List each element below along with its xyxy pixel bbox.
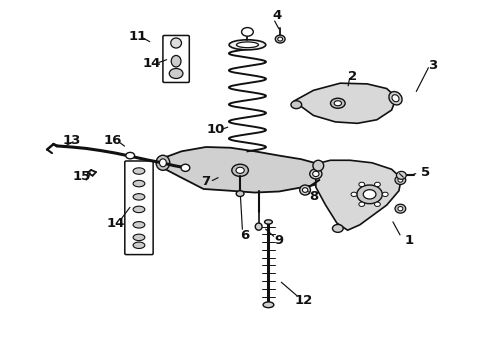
- Circle shape: [359, 182, 365, 186]
- Text: 8: 8: [309, 190, 318, 203]
- Circle shape: [382, 192, 388, 197]
- Ellipse shape: [396, 171, 406, 179]
- Circle shape: [242, 28, 253, 36]
- Ellipse shape: [255, 223, 262, 230]
- Polygon shape: [316, 160, 401, 230]
- Ellipse shape: [133, 222, 145, 228]
- Ellipse shape: [302, 188, 308, 192]
- Ellipse shape: [332, 225, 343, 232]
- Ellipse shape: [357, 185, 382, 204]
- Ellipse shape: [156, 155, 170, 170]
- Ellipse shape: [229, 40, 266, 50]
- Text: 11: 11: [128, 30, 147, 43]
- Text: 15: 15: [72, 170, 91, 183]
- Ellipse shape: [313, 160, 324, 171]
- Ellipse shape: [133, 242, 145, 248]
- Ellipse shape: [263, 302, 274, 308]
- Text: 9: 9: [274, 234, 284, 247]
- Text: 13: 13: [62, 134, 81, 147]
- Ellipse shape: [236, 191, 244, 197]
- Polygon shape: [162, 147, 333, 193]
- Text: 6: 6: [241, 229, 249, 242]
- Ellipse shape: [171, 55, 181, 67]
- Ellipse shape: [363, 190, 376, 199]
- Ellipse shape: [171, 38, 181, 48]
- Text: 4: 4: [272, 9, 281, 22]
- Ellipse shape: [181, 164, 190, 171]
- Ellipse shape: [313, 171, 319, 177]
- Ellipse shape: [133, 206, 145, 213]
- Ellipse shape: [232, 164, 248, 176]
- Ellipse shape: [236, 167, 245, 174]
- Ellipse shape: [300, 185, 311, 195]
- Circle shape: [359, 202, 365, 206]
- Ellipse shape: [278, 37, 283, 41]
- Text: 1: 1: [404, 234, 413, 247]
- Text: 2: 2: [348, 69, 357, 82]
- Circle shape: [169, 68, 183, 78]
- Ellipse shape: [275, 35, 285, 43]
- Text: 16: 16: [104, 134, 122, 147]
- Ellipse shape: [395, 204, 406, 213]
- Ellipse shape: [237, 42, 258, 48]
- Ellipse shape: [389, 91, 402, 105]
- Ellipse shape: [133, 180, 145, 187]
- Ellipse shape: [126, 152, 135, 159]
- Text: 7: 7: [201, 175, 211, 188]
- Ellipse shape: [398, 178, 403, 182]
- Ellipse shape: [334, 101, 342, 106]
- Ellipse shape: [392, 95, 399, 102]
- Ellipse shape: [291, 101, 302, 109]
- Ellipse shape: [331, 98, 345, 108]
- Text: 10: 10: [206, 123, 225, 136]
- Ellipse shape: [133, 194, 145, 200]
- Text: 12: 12: [294, 294, 313, 307]
- Ellipse shape: [133, 234, 145, 240]
- Text: 14: 14: [143, 57, 161, 70]
- Circle shape: [374, 202, 380, 206]
- Circle shape: [351, 192, 357, 197]
- Text: 3: 3: [428, 59, 438, 72]
- Ellipse shape: [265, 220, 272, 224]
- Ellipse shape: [133, 168, 145, 174]
- Ellipse shape: [310, 169, 322, 179]
- Text: 14: 14: [106, 216, 125, 230]
- FancyBboxPatch shape: [125, 161, 153, 255]
- Ellipse shape: [395, 176, 406, 184]
- Text: 5: 5: [421, 166, 430, 179]
- Polygon shape: [294, 83, 396, 123]
- Circle shape: [374, 182, 380, 186]
- Ellipse shape: [398, 207, 403, 211]
- Ellipse shape: [159, 159, 166, 167]
- FancyBboxPatch shape: [163, 36, 189, 82]
